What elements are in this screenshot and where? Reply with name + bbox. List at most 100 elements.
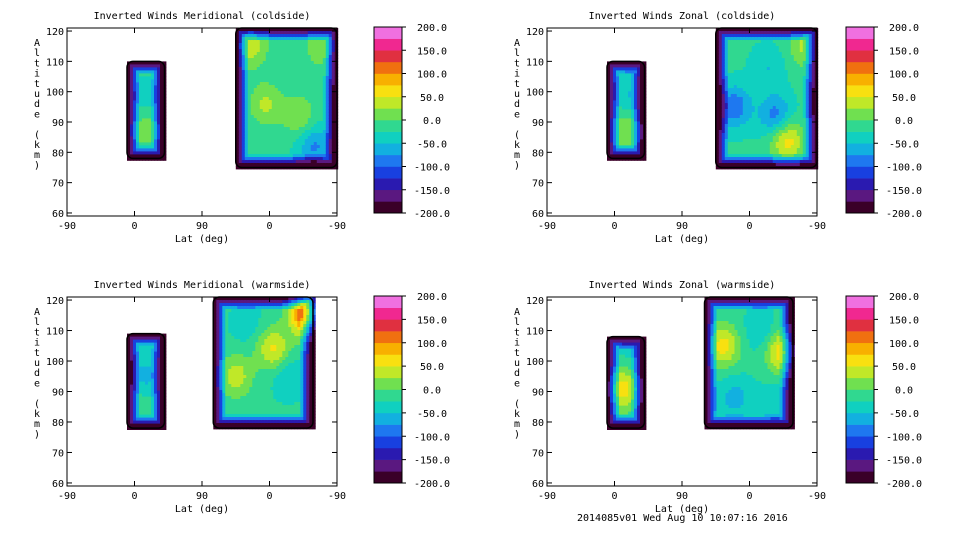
contour-cell <box>739 109 744 113</box>
contour-cell <box>760 94 765 98</box>
contour-cell <box>289 106 294 110</box>
contour-cell <box>262 43 267 47</box>
contour-cell <box>607 76 611 80</box>
contour-cell <box>274 58 279 62</box>
contour-cell <box>613 124 617 128</box>
contour-cell <box>295 154 300 158</box>
contour-cell <box>262 154 267 158</box>
contour-cell <box>616 79 620 83</box>
contour-cell <box>322 97 327 101</box>
contour-cell <box>610 145 614 149</box>
contour-cell <box>133 130 137 134</box>
contour-cell <box>640 109 644 113</box>
contour-cell <box>811 28 816 32</box>
contour-cell <box>228 327 232 331</box>
contour-cell <box>301 94 306 98</box>
contour-cell <box>142 118 146 122</box>
contour-cell <box>328 97 333 101</box>
contour-cell <box>259 37 264 41</box>
contour-cell <box>298 157 303 161</box>
contour-cell <box>739 28 744 32</box>
contour-cell <box>319 163 324 167</box>
contour-cell <box>721 109 726 113</box>
contour-cell <box>319 157 324 161</box>
contour-cell <box>763 76 768 80</box>
contour-cell <box>727 163 732 167</box>
contour-cell <box>811 124 816 128</box>
contour-cell <box>310 106 315 110</box>
contour-cell <box>736 82 741 86</box>
contour-cell <box>145 357 149 361</box>
contour-cell <box>286 82 291 86</box>
contour-cell <box>775 82 780 86</box>
contour-cell <box>130 405 134 409</box>
contour-cell <box>256 43 261 47</box>
contour-cell <box>157 351 161 355</box>
contour-cell <box>219 297 223 301</box>
contour-cell <box>268 28 273 32</box>
contour-cell <box>610 61 614 65</box>
contour-cell <box>142 348 146 352</box>
contour-cell <box>811 109 816 113</box>
contour-cell <box>292 79 297 83</box>
contour-cell <box>802 46 807 50</box>
contour-cell <box>256 91 261 95</box>
contour-cell <box>316 154 321 158</box>
contour-cell <box>130 354 134 358</box>
contour-cell <box>289 70 294 74</box>
contour-cell <box>253 151 258 155</box>
contour-cell <box>757 148 762 152</box>
contour-cell <box>265 100 270 104</box>
contour-cell <box>234 372 238 376</box>
contour-cell <box>781 28 786 32</box>
contour-cell <box>619 145 623 149</box>
contour-cell <box>145 64 149 68</box>
contour-cell <box>145 94 149 98</box>
contour-cell <box>231 318 235 322</box>
contour-cell <box>742 127 747 131</box>
colorbar-swatch <box>374 27 402 39</box>
contour-cell <box>160 154 164 158</box>
contour-cell <box>640 157 644 161</box>
contour-cell <box>715 64 720 68</box>
contour-cell <box>163 333 167 337</box>
contour-cell <box>228 363 232 367</box>
contour-cell <box>757 130 762 134</box>
contour-cell <box>787 67 792 71</box>
contour-cell <box>286 70 291 74</box>
contour-cell <box>250 85 255 89</box>
contour-cell <box>244 70 249 74</box>
contour-cell <box>637 97 641 101</box>
contour-cell <box>715 154 720 158</box>
contour-cell <box>775 85 780 89</box>
contour-cell <box>241 127 246 131</box>
contour-cell <box>133 82 137 86</box>
contour-cell <box>748 79 753 83</box>
colorbar-swatch <box>374 61 402 74</box>
contour-cell <box>265 76 270 80</box>
contour-cell <box>259 97 264 101</box>
contour-cell <box>301 73 306 77</box>
colorbar-tick-label: -200.0 <box>886 209 922 220</box>
contour-cell <box>238 100 243 104</box>
colorbar-swatch <box>846 120 874 132</box>
contour-cell <box>157 112 161 116</box>
contour-cell <box>724 115 729 119</box>
contour-cell <box>228 321 232 325</box>
contour-cell <box>310 49 315 53</box>
contour-cell <box>793 100 798 104</box>
contour-cell <box>130 109 134 113</box>
contour-cell <box>751 49 756 53</box>
contour-cell <box>748 52 753 56</box>
contour-cell <box>265 64 270 68</box>
contour-cell <box>130 420 134 424</box>
contour-cell <box>328 100 333 104</box>
contour-cell <box>231 378 235 382</box>
contour-cell <box>631 61 635 65</box>
contour-cell <box>328 133 333 137</box>
contour-cell <box>237 306 241 310</box>
colorbar-tick-label: 100.0 <box>889 70 919 81</box>
contour-cell <box>292 31 297 35</box>
contour-cell <box>325 61 330 65</box>
contour-cell <box>247 100 252 104</box>
